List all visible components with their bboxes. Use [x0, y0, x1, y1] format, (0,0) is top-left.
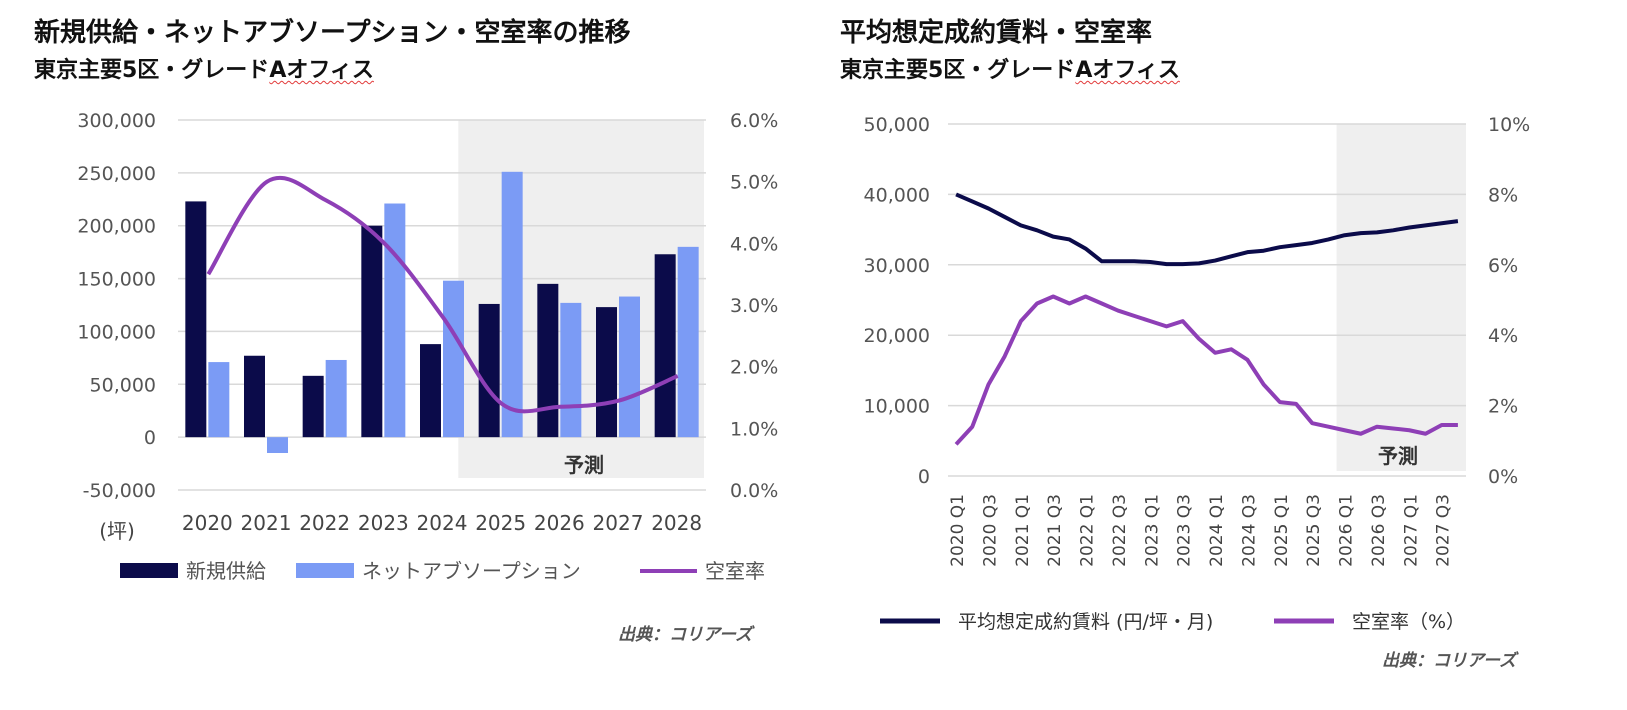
- chart1-bar-supply: [361, 225, 383, 438]
- chart2-rent-line: [955, 192, 1459, 267]
- chart1-bar-absorption: [501, 171, 523, 438]
- chart2-legend-rent: 平均想定成約賃料 (円/坪・月): [958, 611, 1213, 633]
- chart1-bar-supply: [537, 283, 559, 438]
- chart2-x-tick: 2021 Q1: [1013, 494, 1033, 567]
- chart2-x-tick: 2020 Q1: [948, 494, 968, 567]
- chart1-y-right-tick: 0.0%: [730, 480, 778, 502]
- chart2-subtitle: 東京主要5区・グレードAオフィス: [840, 52, 1180, 84]
- chart1-y-left-tick: 0: [144, 427, 156, 449]
- chart2-y-left-tick: 10,000: [864, 396, 930, 418]
- chart1-bar-supply: [185, 201, 207, 438]
- chart1-bar-absorption: [384, 203, 406, 438]
- chart1-y-right-tick: 4.0%: [730, 233, 778, 255]
- chart2-subtitle-suffix: Aオフィス: [1075, 58, 1180, 83]
- chart1-bar-absorption: [619, 296, 640, 438]
- chart1-legend-supply: 新規供給: [186, 559, 266, 583]
- chart1-bar-absorption: [677, 246, 699, 438]
- chart2-x-tick: 2023 Q1: [1142, 494, 1162, 567]
- chart1-legend-swatch-absorption: [296, 563, 354, 578]
- chart1-x-tick: 2027: [593, 511, 644, 535]
- chart1-y-right-tick: 3.0%: [730, 295, 778, 317]
- chart1-legend-absorption: ネットアブソープション: [362, 559, 581, 583]
- chart2-source: 出典：コリアーズ: [1382, 651, 1517, 671]
- chart1-y-left-tick: -50,000: [83, 480, 156, 502]
- chart1-title: 新規供給・ネットアブソープション・空室率の推移: [34, 18, 631, 48]
- chart2-y-left-tick: 30,000: [864, 255, 930, 277]
- chart1-subtitle-suffix: Aオフィス: [269, 58, 374, 83]
- chart1-y-left-tick: 50,000: [90, 374, 156, 396]
- chart1-x-tick: 2024: [417, 511, 468, 535]
- chart1-bar-absorption: [443, 280, 464, 438]
- chart2-x-tick: 2020 Q3: [980, 494, 1000, 567]
- chart2-x-tick: 2027 Q1: [1401, 494, 1421, 567]
- chart1-bar-absorption: [325, 359, 347, 438]
- chart2-x-tick: 2026 Q3: [1369, 494, 1389, 567]
- chart2-y-right-tick: 2%: [1488, 396, 1518, 418]
- chart2-x-tick: 2025 Q3: [1304, 494, 1324, 567]
- chart1-subtitle-prefix: 東京主要5区・グレード: [34, 58, 270, 83]
- chart1-y-left-tick: 300,000: [77, 110, 156, 132]
- chart1-y-left-tick: 250,000: [77, 163, 156, 185]
- chart1-bar-supply: [654, 254, 676, 438]
- chart2-subtitle-prefix: 東京主要5区・グレード: [840, 58, 1076, 83]
- chart1-x-tick: 2021: [241, 511, 292, 535]
- chart2-x-tick: 2027 Q3: [1434, 494, 1454, 567]
- chart1-vacancy-line: [206, 175, 679, 414]
- chart2-y-left-tick: 50,000: [864, 114, 930, 136]
- chart1-unit-label: (坪): [99, 519, 135, 543]
- chart2-forecast-label: 予測: [1378, 444, 1418, 468]
- chart1-x-tick: 2028: [651, 511, 702, 535]
- chart2-y-left-tick: 40,000: [864, 184, 930, 206]
- chart1-bar-supply: [244, 355, 265, 438]
- chart1-subtitle: 東京主要5区・グレードAオフィス: [34, 52, 374, 84]
- chart2-x-tick: 2024 Q3: [1239, 494, 1259, 567]
- chart1-y-right-tick: 1.0%: [730, 418, 778, 440]
- chart2-y-right-tick: 6%: [1488, 255, 1518, 277]
- chart2-forecast-region: [1336, 124, 1466, 471]
- chart1-x-tick: 2025: [475, 511, 526, 535]
- chart1-x-tick: 2023: [358, 511, 409, 535]
- chart2-title: 平均想定成約賃料・空室率: [840, 18, 1153, 48]
- chart1-bar-supply: [596, 307, 617, 438]
- chart1-y-left-tick: 100,000: [77, 321, 156, 343]
- chart1-y-right-tick: 5.0%: [730, 172, 778, 194]
- chart2-x-tick: 2025 Q1: [1272, 494, 1292, 567]
- chart1-y-right-tick: 6.0%: [730, 110, 778, 132]
- chart1-source: 出典：コリアーズ: [618, 625, 753, 645]
- chart2-y-left-tick: 0: [918, 466, 930, 488]
- chart2-x-tick: 2024 Q1: [1207, 494, 1227, 567]
- chart1-x-tick: 2026: [534, 511, 585, 535]
- chart1-bar-absorption: [267, 437, 288, 453]
- chart2-x-tick: 2021 Q3: [1045, 494, 1065, 567]
- chart1-y-left-tick: 150,000: [77, 269, 156, 291]
- chart1-bar-absorption: [560, 302, 582, 438]
- chart1-bar-supply: [420, 344, 441, 438]
- chart2-x-tick: 2022 Q3: [1110, 494, 1130, 567]
- chart2-vacancy-line: [954, 294, 1458, 446]
- chart2-y-right-tick: 10%: [1488, 114, 1530, 136]
- chart1-bar-absorption: [208, 362, 230, 438]
- chart2-legend-vacancy: 空室率（%）: [1352, 611, 1465, 633]
- chart1-y-left-tick: 200,000: [77, 216, 156, 238]
- chart1-y-right-tick: 2.0%: [730, 357, 778, 379]
- chart2-x-tick: 2023 Q3: [1175, 494, 1195, 567]
- chart2-x-tick: 2022 Q1: [1078, 494, 1098, 567]
- chart1-bar-supply: [478, 303, 500, 438]
- chart2-y-left-tick: 20,000: [864, 325, 930, 347]
- chart1-forecast-label: 予測: [564, 453, 604, 477]
- chart2-y-right-tick: 0%: [1488, 466, 1518, 488]
- chart2-y-right-tick: 8%: [1488, 184, 1518, 206]
- chart1-x-tick: 2022: [299, 511, 350, 535]
- chart1-bar-supply: [302, 375, 324, 438]
- chart2-x-tick: 2026 Q1: [1337, 494, 1357, 567]
- chart2-y-right-tick: 4%: [1488, 325, 1518, 347]
- chart1-x-tick: 2020: [182, 511, 233, 535]
- chart1-legend-swatch-supply: [120, 563, 178, 578]
- chart1-legend-vacancy: 空室率: [705, 559, 765, 583]
